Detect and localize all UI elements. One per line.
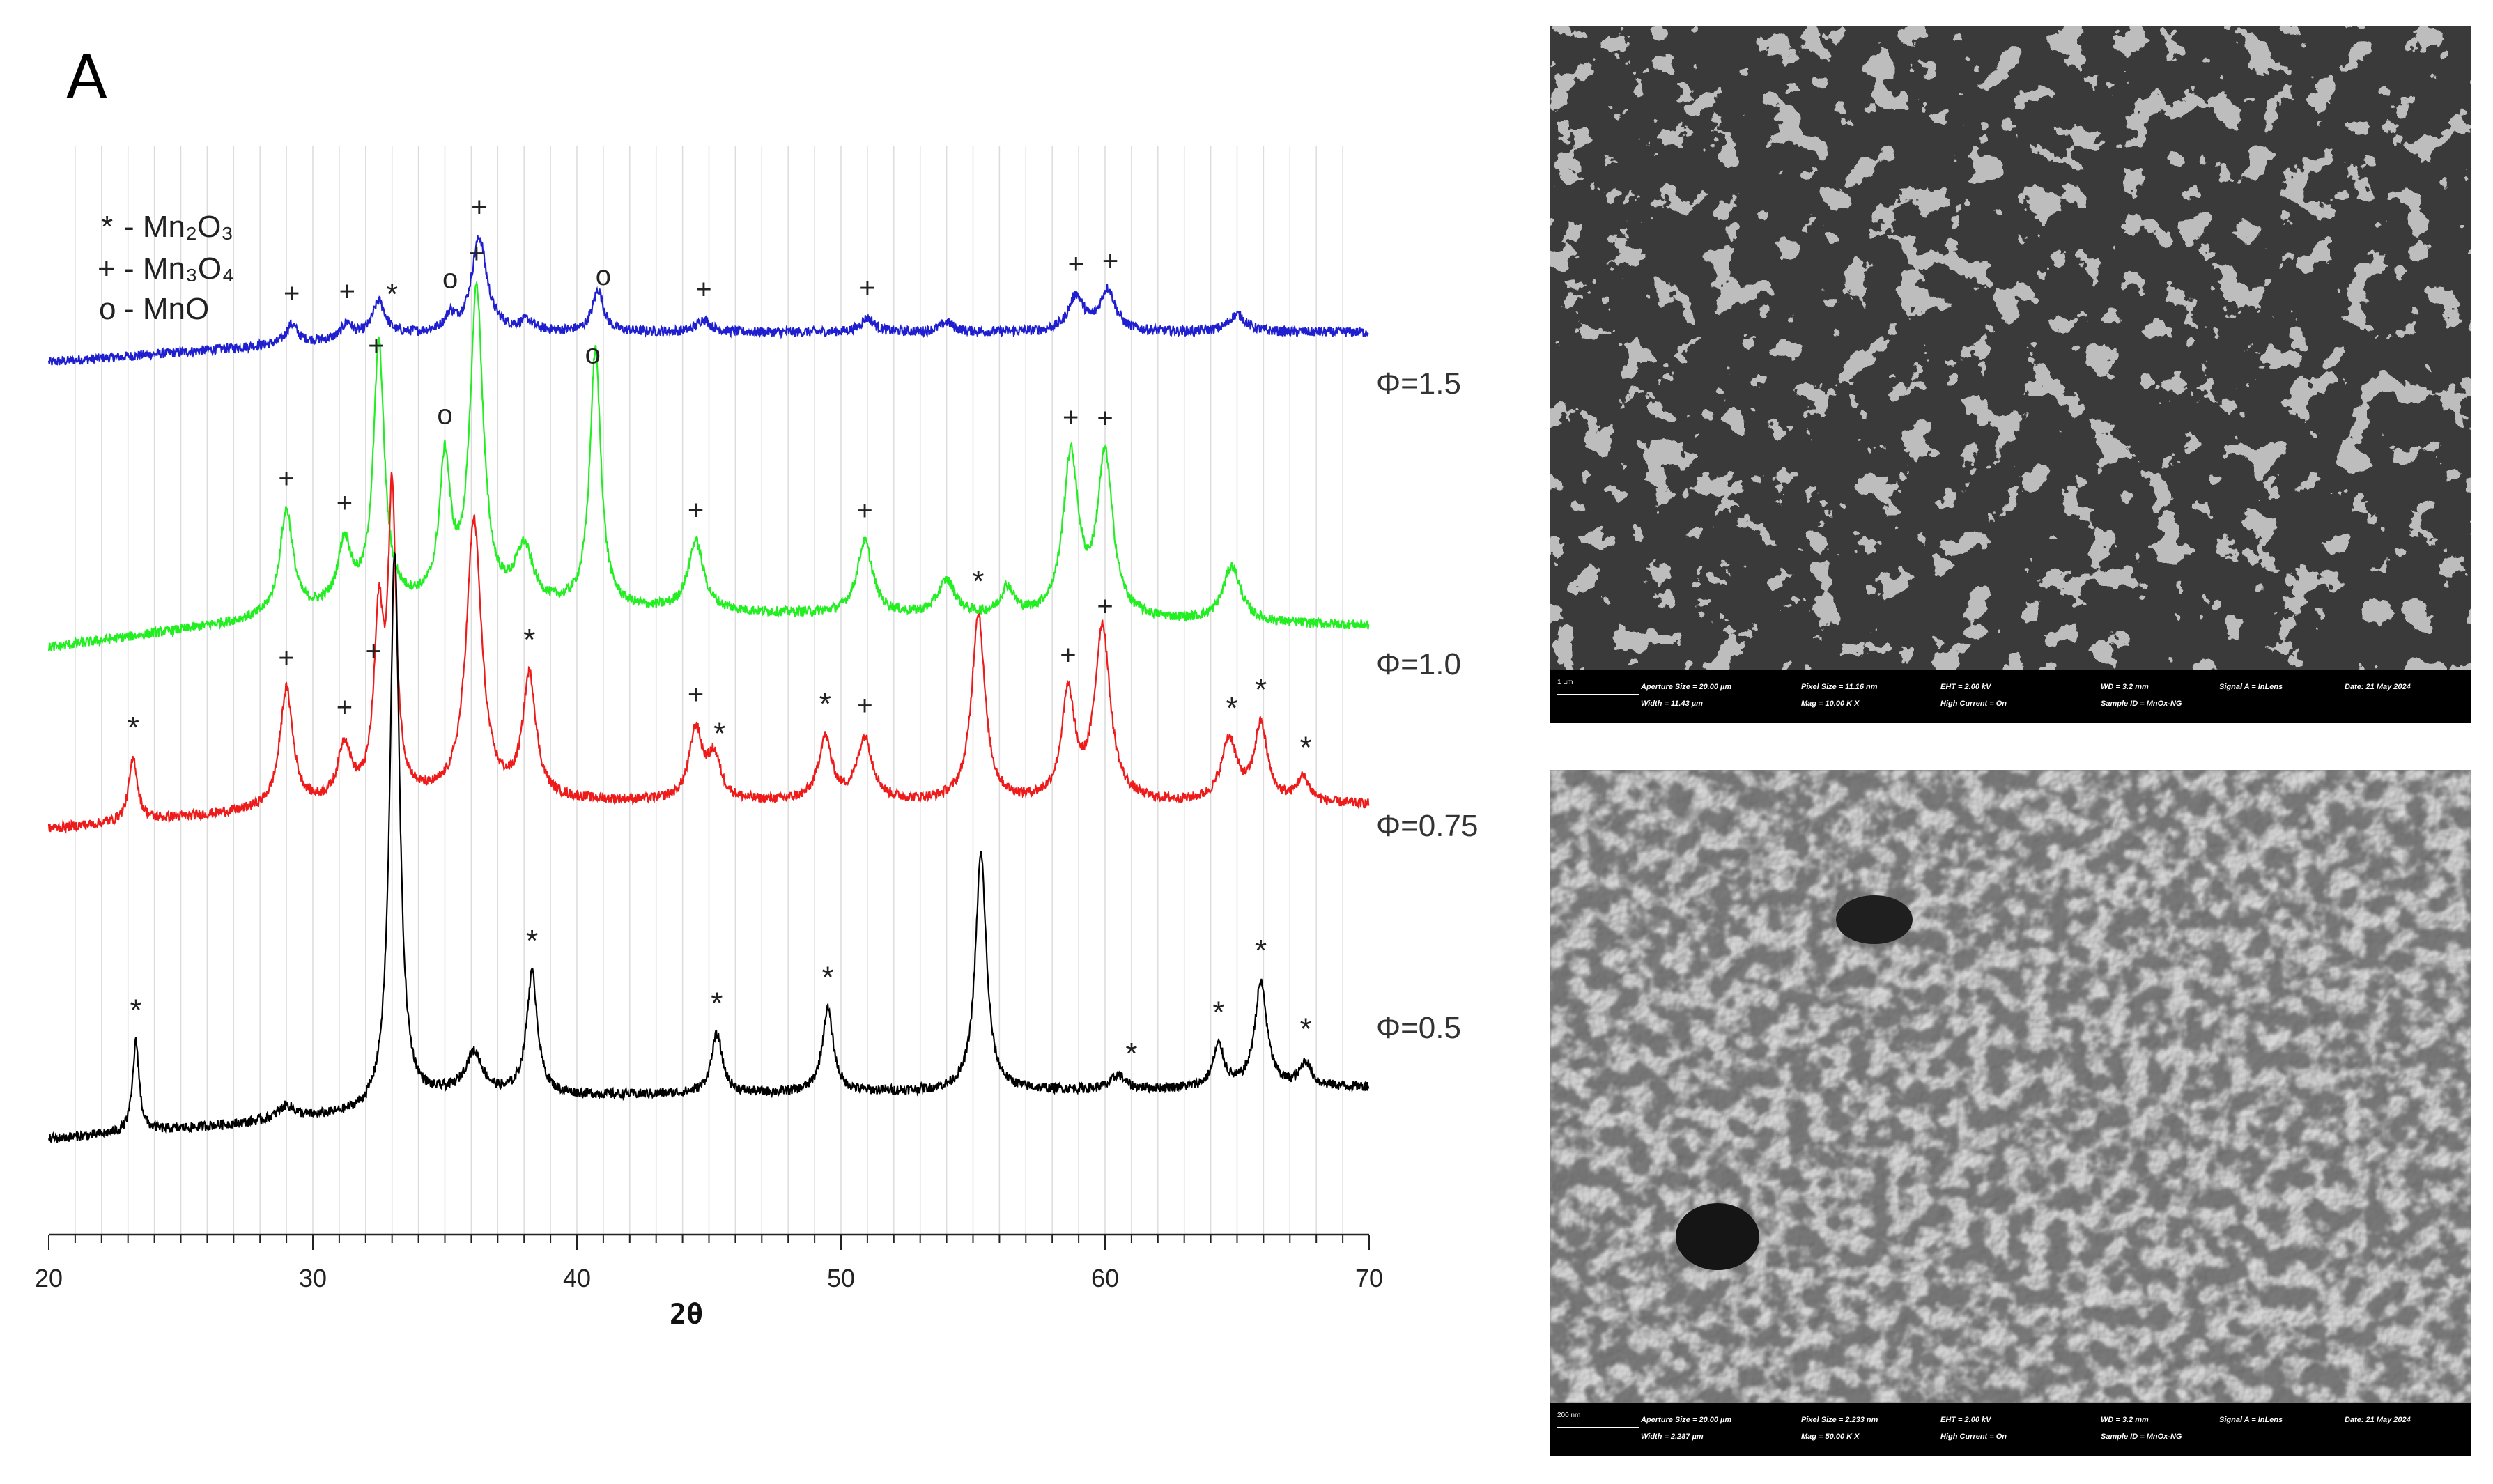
peak-marker-mn2o3: * <box>1299 1012 1311 1046</box>
x-tick-label: 60 <box>1091 1264 1119 1292</box>
peak-marker-mno: o <box>585 339 601 369</box>
info-col-4: WD = 3.2 mm Sample ID = MnOx-NG <box>2101 683 2182 708</box>
peak-marker-mn3o4: + <box>278 463 294 494</box>
info-col-6: Date: 21 May 2024 <box>2345 683 2411 691</box>
info-col-3: EHT = 2.00 kV High Current = On <box>1940 683 2007 708</box>
sem-info-bar-top: 1 µm Aperture Size = 20.00 µm Width = 11.… <box>1550 670 2471 723</box>
peak-marker-mn3o4: + <box>284 278 300 309</box>
peak-marker-mn2o3: * <box>526 924 538 958</box>
peak-marker-mn3o4: + <box>278 643 294 674</box>
series-05-label: Φ=0.5 <box>1376 1011 1461 1045</box>
series-10-label: Φ=1.0 <box>1376 647 1461 681</box>
legend-label-mn2o3: - Mn₂O₃ <box>124 210 233 244</box>
scale-bar-label: 1 µm <box>1557 679 1573 686</box>
info-col-3: EHT = 2.00 kV High Current = On <box>1940 1416 2007 1441</box>
info-col-5: Signal A = InLens <box>2219 1416 2283 1424</box>
info-col-1: Aperture Size = 20.00 µm Width = 2.287 µm <box>1641 1416 1732 1441</box>
peak-marker-mn3o4: + <box>856 690 872 721</box>
info-col-5: Signal A = InLens <box>2219 683 2283 691</box>
x-axis: 20 30 40 50 60 70 <box>35 1233 1383 1292</box>
peak-marker-mn2o3: * <box>523 623 535 657</box>
info-col-2: Pixel Size = 11.16 nm Mag = 10.00 K X <box>1801 683 1878 708</box>
peak-marker-mn3o4: + <box>1063 402 1079 433</box>
peak-marker-mn3o4: + <box>468 238 484 269</box>
peak-marker-mn2o3: * <box>973 564 985 598</box>
peak-marker-mn2o3: * <box>1255 673 1267 707</box>
peak-marker-mn2o3: * <box>130 994 142 1028</box>
peak-marker-mn3o4: + <box>856 495 872 526</box>
peak-marker-mno: o <box>596 261 611 291</box>
x-tick-label: 40 <box>563 1264 591 1292</box>
legend-symbol-mn2o3: * <box>101 210 113 244</box>
series-05-curve <box>47 551 1370 1143</box>
peak-marker-mn2o3: * <box>128 711 139 745</box>
peak-marker-mn3o4: + <box>339 276 355 307</box>
porous-network-texture <box>1550 26 2471 670</box>
peak-marker-mn2o3: * <box>1299 731 1311 765</box>
peak-marker-mn3o4: + <box>337 488 353 518</box>
peak-marker-mn3o4: + <box>471 192 487 222</box>
particle-network-texture <box>1550 770 2471 1403</box>
diffraction-patterns <box>47 235 1370 1143</box>
peak-marker-mn3o4: + <box>368 330 384 361</box>
phase-legend: * - Mn₂O₃ + - Mn₃O₄ o - MnO <box>98 210 234 326</box>
peak-marker-mn3o4: + <box>337 693 353 723</box>
info-col-1: Aperture Size = 20.00 µm Width = 11.43 µm <box>1641 683 1732 708</box>
peak-marker-mno: o <box>437 400 452 431</box>
peak-marker-mn3o4: + <box>859 272 875 303</box>
x-tick-label: 30 <box>299 1264 327 1292</box>
peak-marker-mn2o3: * <box>1226 691 1237 725</box>
peak-marker-mn2o3: * <box>1255 934 1267 968</box>
sem-info-bar-bottom: 200 nm Aperture Size = 20.00 µm Width = 2… <box>1550 1403 2471 1456</box>
x-axis-title: 2θ <box>670 1299 703 1331</box>
xrd-chart: A 20 30 40 50 60 70 + + * o+o + ++ ++++o+o+ ++ +*+++ *… <box>35 42 1478 1331</box>
sem-image-bottom: 200 nm Aperture Size = 20.00 µm Width = 2… <box>1550 770 2471 1456</box>
peak-marker-mno: o <box>442 264 458 295</box>
legend-symbol-mno: o <box>99 292 116 326</box>
series-10-curve <box>47 280 1370 652</box>
info-col-4: WD = 3.2 mm Sample ID = MnOx-NG <box>2101 1416 2182 1441</box>
peak-markers: + + * o+o + ++ ++++o+o+ ++ +*+++ *+** +*++********… <box>128 192 1312 1071</box>
peak-marker-mn3o4: + <box>1068 249 1084 279</box>
x-tick-label: 20 <box>35 1264 63 1292</box>
peak-marker-mn3o4: + <box>1097 592 1113 622</box>
peak-marker-mn2o3: * <box>711 986 723 1020</box>
peak-marker-mn2o3: * <box>1125 1037 1137 1071</box>
peak-marker-mn3o4: + <box>1060 640 1076 670</box>
legend-label-mno: - MnO <box>124 292 209 326</box>
series-075-curve <box>47 472 1370 834</box>
legend-label-mn3o4: - Mn₃O₄ <box>124 252 234 286</box>
peak-marker-mn3o4: + <box>1097 403 1113 434</box>
peak-marker-mn3o4: + <box>365 636 381 667</box>
peak-marker-mn2o3: * <box>386 277 398 311</box>
peak-marker-mn2o3: * <box>819 687 831 721</box>
info-col-2: Pixel Size = 2.233 nm Mag = 50.00 K X <box>1801 1416 1878 1441</box>
series-075-label: Φ=0.75 <box>1376 809 1478 843</box>
scale-bar <box>1557 1427 1639 1428</box>
peak-marker-mn2o3: * <box>1212 995 1224 1029</box>
series-15-label: Φ=1.5 <box>1376 366 1461 401</box>
peak-marker-mn3o4: + <box>688 679 704 710</box>
peak-marker-mn2o3: * <box>713 717 725 751</box>
scale-bar <box>1557 694 1639 695</box>
x-tick-label: 70 <box>1355 1264 1383 1292</box>
legend-symbol-mn3o4: + <box>98 252 116 286</box>
series-labels: Φ=1.5 Φ=1.0 Φ=0.75 Φ=0.5 <box>1376 366 1478 1045</box>
peak-marker-mn3o4: + <box>695 274 711 304</box>
panel-a-label: A <box>66 42 107 112</box>
peak-marker-mn3o4: + <box>688 495 704 526</box>
series-15-curve <box>47 235 1370 366</box>
peak-marker-mn2o3: * <box>821 960 833 994</box>
scale-bar-label: 200 nm <box>1557 1412 1581 1419</box>
sem-image-top: 1 µm Aperture Size = 20.00 µm Width = 11.… <box>1550 26 2471 723</box>
chart-grid <box>75 146 1343 1235</box>
info-col-6: Date: 21 May 2024 <box>2345 1416 2411 1424</box>
peak-marker-mn3o4: + <box>1102 246 1118 277</box>
x-tick-label: 50 <box>827 1264 855 1292</box>
